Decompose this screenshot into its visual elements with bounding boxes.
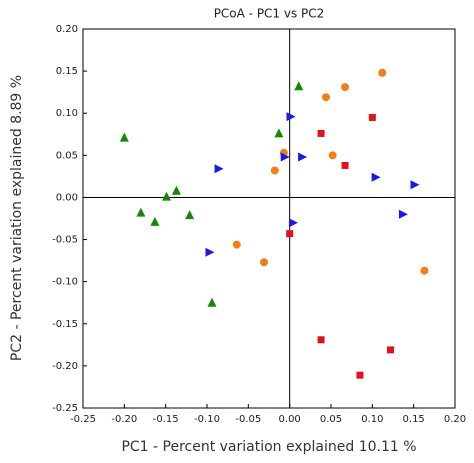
x-tick-label: 0.20: [444, 414, 466, 425]
point: [286, 230, 294, 238]
plot-frame: [82, 28, 456, 409]
point: [136, 207, 146, 217]
x-tick-label: 0.10: [361, 414, 383, 425]
point: [420, 266, 429, 275]
point: [317, 336, 325, 344]
point: [150, 216, 160, 226]
y-tick-label: 0.05: [56, 150, 78, 161]
y-tick-label: -0.05: [52, 235, 78, 246]
chart-title: PCoA - PC1 vs PC2: [214, 7, 325, 21]
x-tick-label: -0.15: [153, 414, 179, 425]
y-tick-label: -0.25: [52, 403, 78, 414]
y-tick-label: -0.20: [52, 361, 78, 372]
x-axis-label: PC1 - Percent variation explained 10.11 …: [121, 439, 416, 455]
point: [286, 112, 296, 122]
y-tick-label: 0.10: [56, 108, 78, 119]
point: [398, 209, 408, 219]
point: [410, 180, 420, 190]
point: [119, 132, 129, 142]
point: [274, 128, 284, 138]
x-tick-label: -0.05: [235, 414, 261, 425]
point: [214, 164, 224, 174]
x-tick-label: -0.10: [194, 414, 220, 425]
y-tick-label: 0.20: [56, 24, 78, 35]
point: [288, 218, 298, 228]
point: [341, 161, 349, 169]
point: [270, 166, 279, 175]
point: [341, 83, 350, 92]
point: [368, 113, 376, 121]
point: [328, 151, 337, 160]
x-tick-label: 0.15: [403, 414, 425, 425]
y-tick-label: 0.00: [56, 192, 78, 203]
point: [371, 172, 381, 182]
point: [387, 346, 395, 354]
point: [161, 191, 171, 201]
point: [378, 68, 387, 77]
y-tick-label: -0.15: [52, 319, 78, 330]
x-tick-label: -0.20: [111, 414, 137, 425]
x-tick-label: 0.00: [279, 414, 301, 425]
point: [317, 129, 325, 137]
point: [171, 185, 181, 195]
point: [205, 247, 215, 257]
point: [356, 371, 364, 379]
x-tick-label: -0.25: [70, 414, 96, 425]
point: [260, 258, 269, 267]
point: [232, 240, 241, 249]
y-tick-label: -0.10: [52, 277, 78, 288]
x-tick-label: 0.05: [320, 414, 342, 425]
point: [280, 152, 290, 162]
point: [322, 93, 331, 102]
y-tick-label: 0.15: [56, 66, 78, 77]
y-axis-label: PC2 - Percent variation explained 8.89 %: [9, 75, 25, 361]
point: [298, 152, 308, 162]
point: [207, 297, 217, 307]
point: [294, 81, 304, 91]
point: [185, 210, 195, 220]
